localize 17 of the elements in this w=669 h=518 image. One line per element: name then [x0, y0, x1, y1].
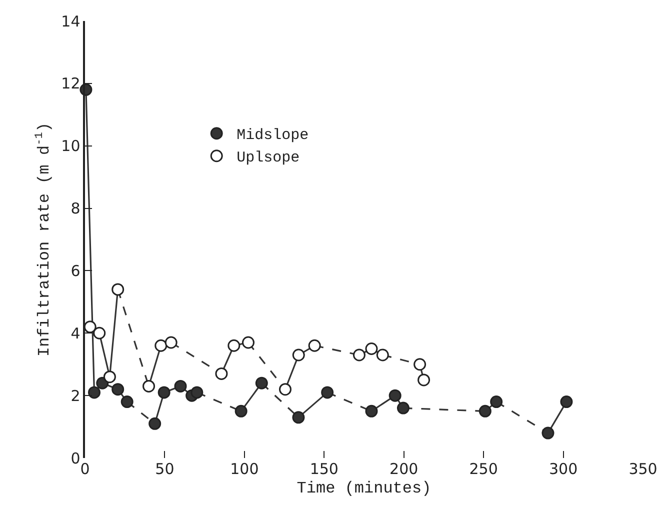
y-tick-label: 2 [70, 386, 80, 405]
y-tick-label: 6 [70, 262, 80, 280]
x-tick-label: 100 [230, 460, 259, 478]
x-axis-title: Time (minutes) [296, 480, 432, 498]
y-tick-label: 4 [70, 324, 80, 342]
y-tick-label: 8 [70, 200, 80, 218]
y-tick-label: 14 [61, 12, 80, 30]
x-tick-label: 150 [310, 460, 338, 478]
x-tick-label: 250 [469, 460, 498, 478]
y-tick-label: 10 [61, 137, 80, 156]
x-tick-label: 200 [390, 460, 418, 478]
x-tick-label: 50 [155, 460, 174, 478]
x-tick-label: 300 [548, 460, 578, 478]
x-tick-label: 350 [628, 460, 658, 478]
y-tick-label: 12 [61, 74, 80, 93]
legend-label: Midslope [236, 127, 309, 144]
legend-label: Uplsope [236, 150, 300, 167]
